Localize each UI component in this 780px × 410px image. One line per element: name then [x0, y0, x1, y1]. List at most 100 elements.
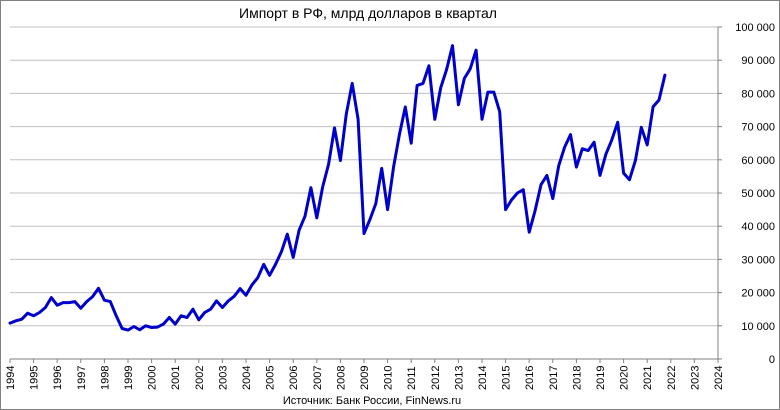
data-point	[640, 126, 643, 129]
source-note: Источник: Банк России, FinNews.ru	[283, 395, 461, 407]
data-point	[44, 306, 47, 309]
data-point	[67, 301, 71, 304]
x-tick-label: 2019	[595, 366, 607, 390]
data-point	[439, 86, 442, 90]
data-point	[469, 67, 472, 71]
data-point	[522, 188, 525, 191]
data-point	[474, 49, 478, 52]
data-point	[73, 300, 77, 303]
x-tick-label: 2008	[335, 366, 347, 390]
data-point	[280, 250, 283, 253]
data-point	[238, 287, 242, 290]
data-point	[504, 208, 507, 211]
data-point	[150, 326, 153, 329]
data-point	[26, 312, 29, 315]
data-point	[592, 141, 596, 144]
data-point	[203, 311, 206, 314]
x-tick-label: 2009	[359, 366, 371, 390]
data-point	[498, 110, 501, 113]
y-tick-label: 10 000	[741, 321, 775, 333]
data-point	[197, 318, 200, 321]
x-tick-label: 2000	[147, 366, 159, 390]
data-point	[581, 147, 584, 150]
y-tick-label: 100 000	[735, 22, 775, 34]
data-point	[646, 143, 649, 147]
x-tick-label: 1997	[76, 366, 88, 390]
data-point	[368, 218, 372, 221]
x-tick-label: 2013	[453, 366, 465, 390]
data-point	[321, 185, 324, 188]
data-point	[351, 82, 354, 85]
x-tick-label: 2012	[430, 366, 442, 390]
chart-title: Импорт в РФ, млрд долларов в квартал	[239, 5, 497, 21]
data-point	[663, 73, 667, 77]
data-point	[587, 149, 590, 152]
x-tick-label: 2024	[713, 366, 725, 390]
data-point	[8, 321, 12, 325]
data-point	[256, 276, 259, 279]
data-point	[486, 90, 490, 94]
data-point	[451, 44, 454, 47]
data-point	[356, 118, 360, 121]
data-point	[138, 328, 141, 331]
x-tick-label: 2017	[548, 366, 560, 390]
data-point	[445, 68, 448, 71]
x-tick-label: 2015	[501, 366, 513, 390]
data-point	[598, 174, 602, 177]
x-tick-label: 1999	[123, 366, 135, 390]
data-point	[250, 283, 254, 287]
y-tick-label: 20 000	[741, 288, 775, 300]
data-point	[339, 159, 342, 162]
data-point	[604, 153, 608, 156]
data-point	[309, 186, 313, 189]
x-tick-label: 2010	[383, 366, 395, 390]
data-point	[56, 304, 59, 307]
data-point	[97, 287, 100, 290]
x-tick-label: 2001	[170, 366, 182, 390]
data-point	[427, 64, 431, 68]
data-point	[274, 263, 277, 266]
data-point	[651, 105, 655, 108]
data-point	[374, 202, 377, 205]
data-point	[79, 307, 83, 310]
x-tick-label: 2003	[217, 366, 229, 390]
data-point	[132, 325, 136, 328]
data-point	[610, 138, 613, 142]
data-point	[551, 197, 554, 200]
data-point	[386, 208, 389, 211]
data-point	[179, 314, 183, 317]
data-point	[91, 295, 94, 298]
data-point	[392, 166, 395, 169]
data-point	[545, 174, 549, 177]
data-point	[268, 274, 271, 277]
data-point	[563, 146, 566, 149]
data-point	[628, 178, 631, 181]
y-tick-label: 30 000	[741, 254, 775, 266]
data-point	[115, 314, 118, 317]
data-point	[657, 98, 661, 102]
x-tick-label: 2014	[477, 366, 489, 390]
data-point	[61, 301, 65, 304]
data-point	[345, 112, 348, 116]
x-tick-label: 2006	[288, 366, 300, 390]
x-tick-label: 2016	[524, 366, 536, 390]
data-point	[404, 105, 407, 109]
data-point	[463, 77, 466, 80]
data-point	[244, 294, 248, 297]
x-tick-label: 1994	[5, 366, 17, 390]
data-point	[528, 231, 531, 234]
data-point	[362, 232, 366, 235]
data-point	[103, 299, 106, 302]
data-point	[286, 233, 289, 236]
x-tick-label: 2011	[406, 366, 418, 390]
x-tick-label: 2004	[241, 366, 253, 390]
data-point	[539, 183, 543, 186]
data-point	[457, 103, 460, 106]
data-point	[297, 229, 301, 232]
data-point	[398, 133, 401, 136]
gridlines	[10, 26, 718, 327]
data-point	[221, 306, 224, 309]
axes: 0 10 000 20 000 30 000 40 000 50 000 60 000 70 …	[5, 22, 775, 390]
data-point	[262, 263, 265, 266]
